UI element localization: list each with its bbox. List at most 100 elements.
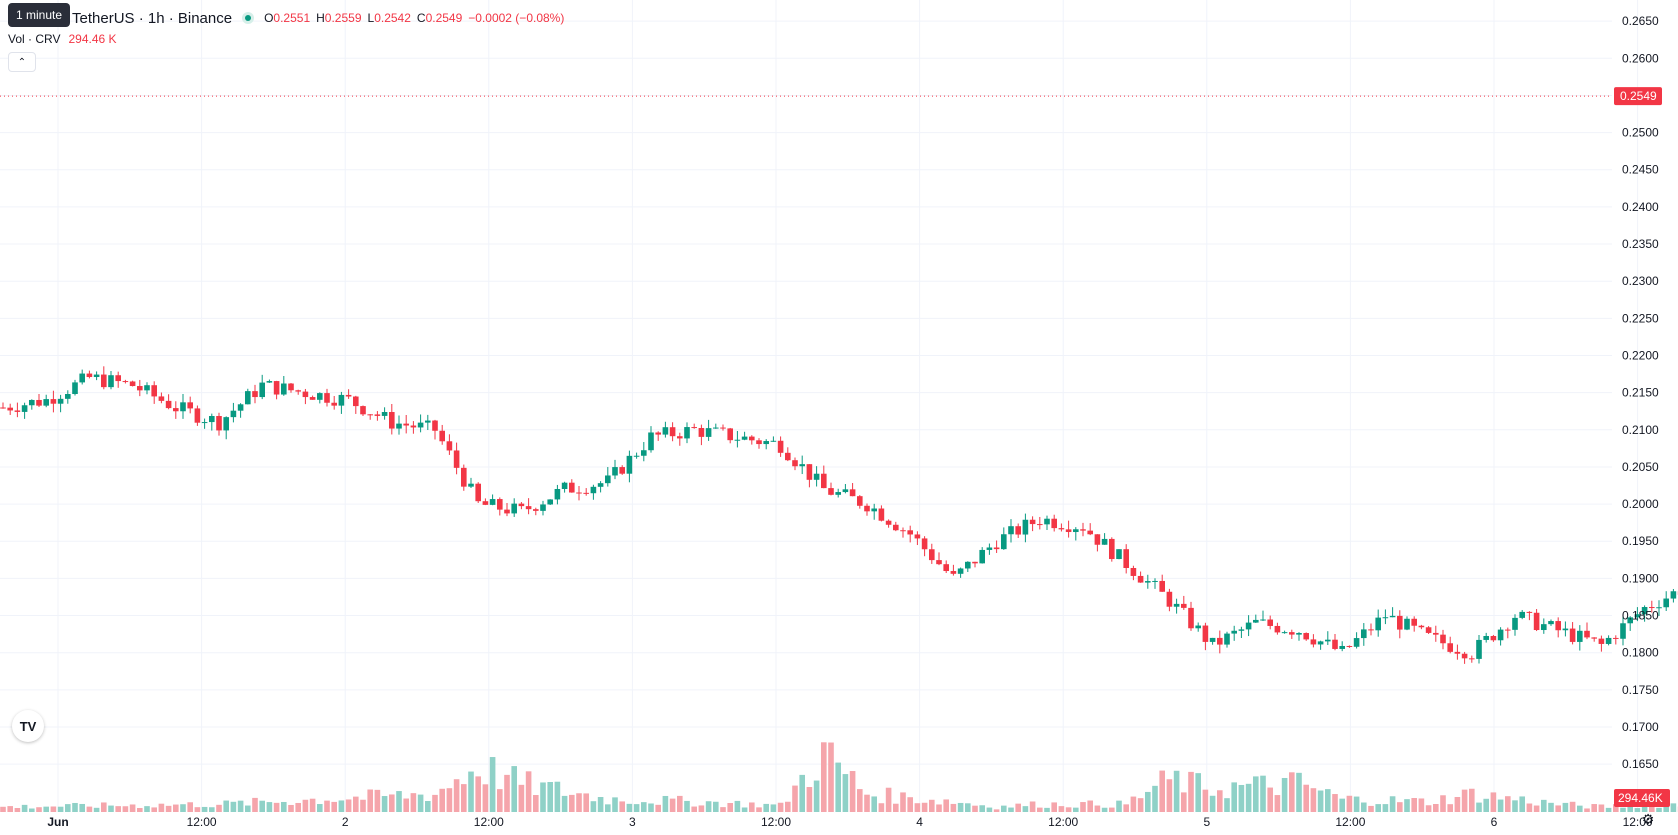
volume-legend[interactable]: Vol · CRV 294.46 K: [8, 32, 117, 46]
candle-body: [583, 492, 589, 494]
volume-bar: [1123, 804, 1129, 812]
candle-body: [1598, 638, 1605, 644]
volume-bar: [93, 807, 100, 812]
candle-body: [1332, 639, 1338, 649]
time-axis-label: 12:00: [474, 815, 504, 829]
candle-body: [432, 420, 438, 431]
volume-bar: [921, 802, 928, 812]
volume-bar: [1080, 802, 1086, 812]
last-volume-label: 294.46K: [1618, 791, 1663, 805]
volume-bar: [252, 797, 258, 812]
price-axis-label: 0.1700: [1622, 720, 1659, 734]
volume-bar: [194, 807, 201, 812]
candle-body: [1130, 567, 1137, 576]
candle-body: [1051, 518, 1057, 529]
volume-label: Vol · CRV: [8, 32, 61, 46]
candle-body: [417, 422, 424, 428]
market-status-icon[interactable]: [242, 12, 255, 24]
time-axis-label: 2: [342, 815, 349, 829]
volume-bar: [1505, 796, 1511, 812]
volume-bar: [1519, 796, 1525, 812]
volume-bar: [1001, 805, 1007, 812]
volume-bar: [1325, 789, 1331, 812]
gear-icon[interactable]: ⚙: [1641, 810, 1655, 827]
volume-bar: [1454, 796, 1461, 812]
candle-body: [1202, 625, 1209, 642]
volume-bar: [1526, 803, 1533, 812]
candle-body: [1526, 611, 1533, 613]
time-axis-label: 12:00: [187, 815, 217, 829]
candle-body: [122, 381, 129, 383]
volume-bar: [626, 803, 633, 812]
volume-bar: [979, 805, 985, 812]
candle-body: [1569, 628, 1576, 642]
volume-bar: [1512, 800, 1518, 812]
candle-body: [1281, 632, 1288, 634]
volume-bar: [965, 803, 971, 812]
candle-body: [921, 538, 928, 550]
volume-bar: [475, 776, 481, 812]
volume-bar: [1303, 784, 1309, 812]
volume-bar: [1397, 802, 1403, 812]
volume-bar: [713, 801, 719, 812]
candle-body: [1353, 638, 1360, 647]
candle-body: [468, 483, 474, 487]
candle-body: [1375, 617, 1381, 631]
candle-body: [525, 506, 532, 510]
volume-bar: [1548, 802, 1554, 812]
volume-bar: [641, 802, 647, 812]
close-value: 0.2549: [425, 11, 463, 25]
volume-bar: [885, 787, 892, 812]
candle-body: [1411, 618, 1417, 626]
volume-bar: [1332, 794, 1338, 812]
candle-body: [338, 394, 345, 406]
time-axis-label: 12:00: [1335, 815, 1365, 829]
tradingview-logo-icon[interactable]: TV: [12, 710, 44, 742]
candle-body: [741, 436, 748, 440]
volume-bar: [518, 784, 525, 812]
candle-body: [1541, 624, 1547, 631]
candle-body: [1195, 625, 1201, 629]
candle-body: [1073, 529, 1079, 533]
candle-body: [1137, 575, 1144, 583]
close-label: C: [416, 11, 426, 25]
candle-body: [756, 440, 762, 445]
volume-bar: [1109, 807, 1115, 812]
volume-bar: [129, 804, 136, 812]
last-price-badge: [1614, 87, 1662, 106]
candle-body: [144, 385, 150, 391]
volume-bar: [151, 807, 157, 812]
time-axis-label: 6: [1491, 815, 1498, 829]
open-label: O: [264, 11, 274, 25]
volume-bar: [1353, 796, 1360, 812]
candle-body: [1209, 637, 1216, 642]
candle-body: [1490, 635, 1497, 641]
candle-body: [295, 390, 301, 392]
volume-bar: [453, 779, 460, 812]
candle-body: [43, 399, 49, 406]
candle-body: [1613, 637, 1619, 639]
volume-bar: [1389, 796, 1396, 812]
candle-body: [65, 394, 71, 399]
candle-body: [1519, 611, 1525, 618]
candle-body: [410, 425, 417, 428]
volume-bar: [1152, 785, 1158, 812]
volume-bar: [439, 788, 445, 812]
price-axis-label: 0.2200: [1622, 348, 1659, 362]
symbol-title[interactable]: TetherUS · 1h · Binance: [72, 9, 233, 27]
volume-bar: [677, 795, 683, 812]
volume-bar: [986, 807, 993, 812]
volume-bar: [101, 802, 107, 812]
candle-body: [907, 530, 913, 535]
volume-bar: [1289, 772, 1295, 812]
volume-bar: [763, 803, 769, 812]
volume-bar: [547, 781, 553, 812]
volume-bar: [943, 799, 949, 812]
candle-body: [497, 499, 503, 510]
collapse-legend-button[interactable]: ⌃: [8, 52, 36, 72]
candle-body: [446, 441, 453, 451]
volume-bar: [1217, 790, 1223, 812]
candle-body: [1656, 607, 1662, 609]
volume-bar: [1022, 806, 1029, 812]
